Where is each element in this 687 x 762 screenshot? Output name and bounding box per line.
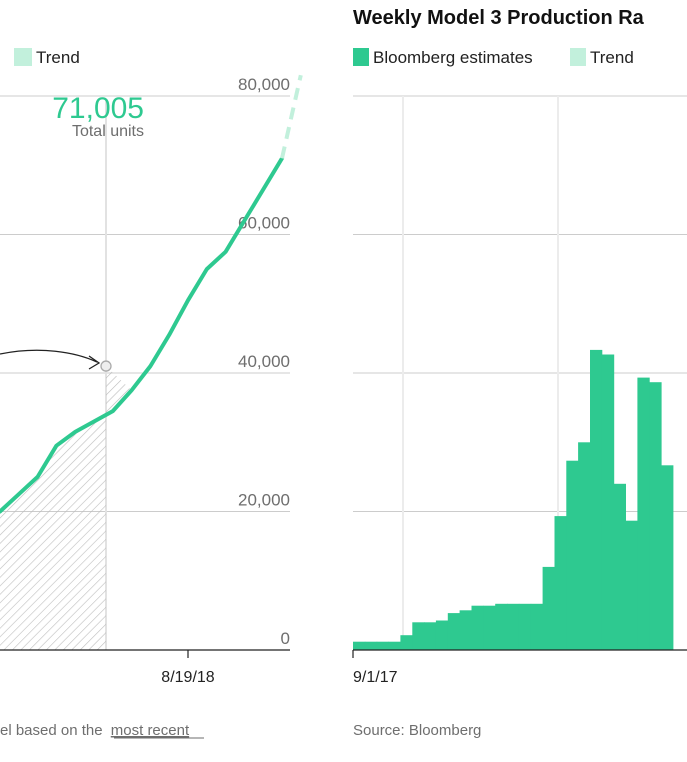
weekly-production-bar (530, 603, 544, 650)
left-y-tick-label: 60,000 (238, 214, 290, 233)
weekly-production-bar (483, 605, 496, 650)
bloomberg-legend-label: Bloomberg estimates (373, 48, 533, 67)
weekly-production-bar (542, 566, 555, 650)
weekly-production-bar (507, 603, 520, 650)
right-bars (353, 349, 674, 651)
annotation-arrow-line (0, 349, 98, 363)
left-y-tick-label: 20,000 (238, 491, 290, 510)
total-units-label: Total units (72, 123, 144, 140)
weekly-production-bar (353, 641, 366, 650)
weekly-production-bar (376, 641, 389, 650)
weekly-production-bar (412, 622, 425, 650)
right-chart: Weekly Model 3 Production Ra Bloomberg e… (352, 7, 687, 739)
weekly-production-bar (566, 460, 579, 650)
bloomberg-legend-swatch (353, 48, 369, 66)
left-gridlines (0, 95, 290, 512)
right-x-tick-label: 9/1/17 (353, 669, 398, 686)
cumulative-units-line (0, 156, 284, 514)
trend-legend-label-right: Trend (590, 48, 634, 67)
weekly-production-bar (601, 354, 615, 650)
weekly-production-bar (388, 641, 401, 650)
left-y-tick-label: 0 (281, 629, 290, 648)
weekly-production-bar (625, 520, 638, 650)
annotation-point (100, 360, 112, 372)
weekly-production-bar (459, 610, 472, 650)
weekly-production-bar (364, 641, 378, 650)
weekly-production-bar (471, 605, 484, 650)
weekly-production-bar (495, 603, 508, 650)
weekly-production-bar (554, 516, 567, 650)
weekly-production-bar (637, 377, 650, 650)
weekly-production-bar (447, 613, 461, 650)
source-note: Source: Bloomberg (353, 722, 481, 739)
weekly-production-bar (424, 622, 437, 650)
weekly-production-bar (613, 483, 626, 650)
weekly-production-bar (578, 442, 591, 651)
total-units-value: 71,005 (52, 92, 144, 125)
annotation-arrow-head (88, 355, 101, 370)
left-x-tick-label: 8/19/18 (161, 669, 214, 686)
weekly-production-bar (400, 635, 413, 650)
left-y-tick-label: 40,000 (238, 352, 290, 371)
right-chart-title: Weekly Model 3 Production Ra (353, 7, 645, 29)
weekly-production-bar (649, 382, 662, 650)
left-y-tick-labels: 0 20,000 40,000 60,000 80,000 (238, 75, 290, 648)
hatched-area (0, 366, 132, 650)
left-y-tick-label: 80,000 (238, 75, 290, 94)
trend-legend-label: Trend (36, 48, 80, 67)
weekly-production-bar (518, 603, 532, 650)
weekly-production-bar (661, 465, 674, 650)
trend-legend-swatch (14, 48, 32, 66)
weekly-production-bar (435, 620, 449, 650)
weekly-production-bar (590, 349, 603, 650)
trend-dashed-line (280, 74, 303, 159)
right-gridlines (353, 95, 687, 512)
trend-legend-swatch-right (570, 48, 586, 66)
left-note-text: el based on the most recent (0, 722, 190, 739)
most-recent-link: most recent (111, 722, 190, 739)
